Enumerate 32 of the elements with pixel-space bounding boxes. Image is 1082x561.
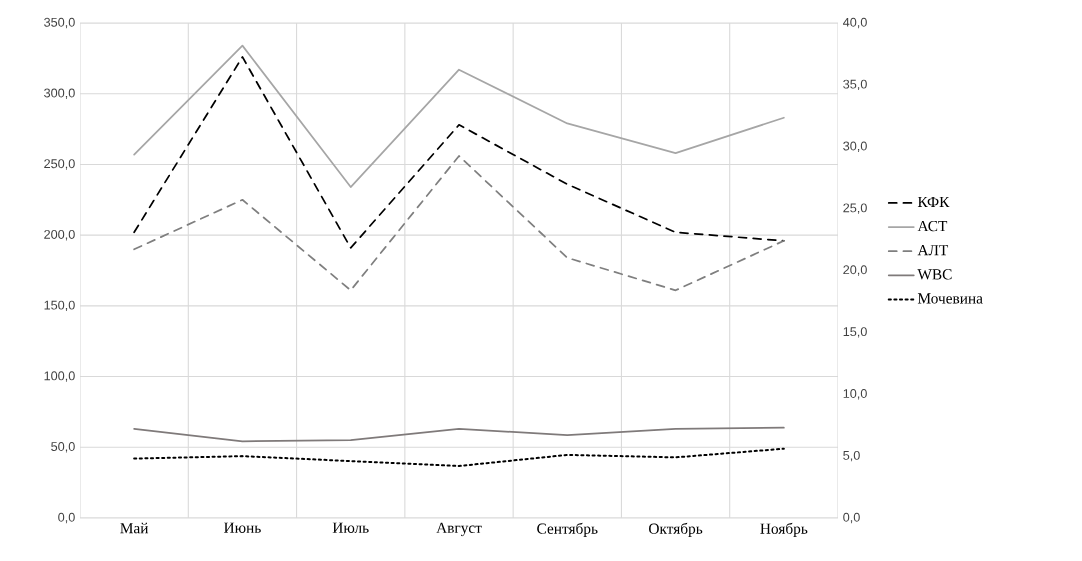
- x-tick-label: Август: [436, 522, 482, 537]
- y-tick-label: 150,0: [44, 300, 75, 312]
- y2-tick-label: 10,0: [843, 389, 867, 400]
- y-tick-label: 200,0: [44, 229, 75, 241]
- legend-label: АЛТ: [917, 245, 949, 256]
- y-tick-label: 300,0: [44, 88, 75, 99]
- legend-label: WBC: [917, 269, 952, 280]
- y-tick-label: 50,0: [51, 442, 75, 453]
- y-tick-label: 100,0: [44, 371, 75, 382]
- x-tick-label: Июль: [332, 522, 369, 533]
- line-series: [133, 155, 785, 292]
- y2-tick-label: 0,0: [843, 512, 860, 524]
- y2-tick-label: 20,0: [843, 265, 867, 276]
- line-series: [133, 426, 785, 443]
- x-tick-label: Ноябрь: [760, 522, 808, 537]
- y2-tick-label: 40,0: [843, 17, 867, 29]
- legend-label: КФК: [917, 196, 950, 207]
- y-tick-label: 250,0: [44, 159, 75, 170]
- y-tick-label: 350,0: [44, 17, 75, 29]
- y-tick-label: 0,0: [58, 512, 75, 524]
- y2-tick-label: 15,0: [843, 327, 867, 338]
- legend-label: Мочевина: [917, 293, 983, 304]
- x-tick-label: Май: [120, 522, 149, 534]
- x-tick-label: Октябрь: [649, 522, 703, 537]
- y2-tick-label: 25,0: [843, 203, 867, 214]
- line-series: [133, 44, 785, 188]
- legend-label: АСТ: [917, 220, 948, 232]
- y2-tick-label: 30,0: [843, 141, 867, 152]
- x-tick-label: Сентябрь: [537, 522, 598, 537]
- y2-tick-label: 5,0: [843, 450, 860, 462]
- y2-tick-label: 35,0: [843, 79, 867, 91]
- x-tick-label: Июнь: [224, 522, 261, 533]
